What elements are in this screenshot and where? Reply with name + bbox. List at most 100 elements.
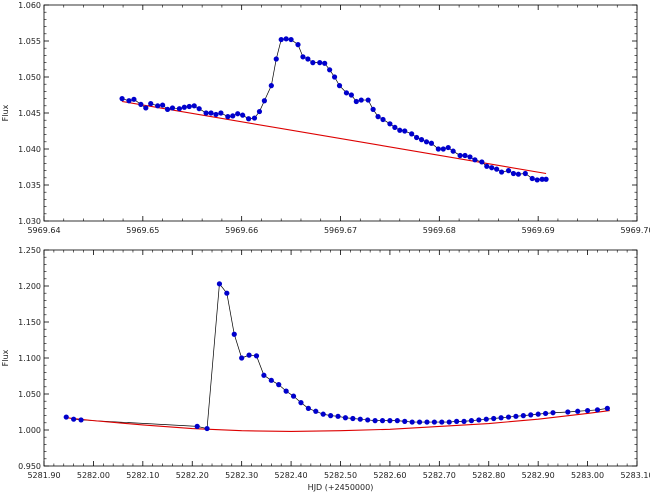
data-point — [498, 415, 504, 421]
data-point — [539, 176, 545, 182]
x-tick-label: 5969.64 — [27, 226, 60, 235]
data-point — [357, 416, 363, 422]
data-point — [235, 111, 241, 117]
data-point — [71, 416, 77, 422]
data-point — [322, 60, 328, 66]
y-tick-label: 1.050 — [18, 73, 41, 82]
data-point — [468, 418, 475, 424]
data-point — [305, 405, 311, 411]
data-point — [454, 418, 460, 424]
data-point — [310, 60, 316, 66]
x-tick-label: 5969.67 — [324, 226, 357, 235]
y-tick-label: 1.000 — [18, 426, 41, 435]
data-point — [372, 418, 378, 424]
data-point — [462, 152, 468, 159]
data-point — [489, 165, 495, 171]
data-point — [439, 419, 445, 425]
y-tick-label: 1.030 — [18, 217, 41, 226]
data-point — [505, 168, 512, 174]
data-point — [335, 413, 341, 419]
x-tick-label: 5969.65 — [126, 226, 159, 235]
data-point — [365, 97, 371, 103]
x-tick-label: 5282.30 — [225, 471, 258, 480]
data-point — [288, 36, 294, 43]
data-point — [505, 414, 512, 420]
data-point — [510, 170, 517, 177]
y-tick-label: 1.035 — [18, 181, 41, 190]
data-point — [251, 115, 258, 121]
x-tick-label: 5282.20 — [176, 471, 209, 480]
data-point — [402, 128, 408, 134]
data-point — [380, 116, 386, 123]
data-point — [467, 154, 473, 160]
x-tick-label: 5282.80 — [472, 471, 505, 480]
data-point — [78, 417, 84, 423]
data-point — [370, 106, 376, 112]
data-point — [409, 131, 415, 137]
data-point — [305, 56, 311, 62]
data-point — [336, 83, 343, 89]
top-panel: 5969.64 5969.65 5969.66 5969.67 5969.68 5969.… — [1, 1, 650, 235]
data-point — [435, 146, 441, 152]
data-point — [204, 425, 210, 432]
y-tick-label: 1.050 — [18, 390, 41, 399]
data-point — [126, 98, 132, 104]
x-tick-label: 5282.10 — [126, 471, 159, 480]
data-point — [143, 105, 149, 111]
bottom-panel: 5281.90 5282.00 5282.10 5282.20 5282.30 5282.… — [1, 246, 650, 492]
x-tick-label: 5282.50 — [324, 471, 357, 480]
x-tick-label: 5969.70 — [620, 226, 650, 235]
data-point — [392, 124, 398, 130]
y-tick-label: 1.055 — [18, 37, 41, 46]
x-tick-label: 5969.66 — [225, 226, 258, 235]
data-point — [575, 408, 581, 414]
data-point — [276, 382, 282, 388]
data-point — [240, 112, 246, 118]
x-tick-label: 5969.68 — [423, 226, 456, 235]
data-point — [181, 104, 187, 110]
data-point — [394, 418, 400, 424]
data-point — [445, 144, 451, 151]
data-point — [472, 157, 478, 163]
x-tick-label: 5283.10 — [620, 471, 650, 480]
data-point — [479, 159, 485, 165]
y-axis-label: Flux — [1, 349, 10, 366]
data-point — [409, 419, 415, 425]
data-point — [513, 413, 519, 419]
data-point — [375, 114, 381, 120]
data-point — [543, 176, 549, 182]
data-point — [594, 407, 601, 413]
data-point — [450, 148, 456, 154]
data-point — [522, 170, 528, 177]
x-tick-label: 5281.90 — [27, 471, 60, 480]
data-point — [491, 415, 497, 422]
data-point — [565, 409, 571, 415]
y-axis-label: Flux — [1, 104, 10, 121]
data-point — [342, 415, 349, 421]
x-tick-label: 5282.70 — [423, 471, 456, 480]
data-point — [387, 121, 393, 127]
observed-connector-line — [66, 282, 608, 429]
data-point — [397, 127, 403, 133]
data-point — [446, 419, 452, 425]
data-point — [550, 410, 556, 416]
data-point — [213, 111, 219, 118]
x-tick-label: 5282.90 — [522, 471, 555, 480]
data-point — [584, 407, 591, 414]
data-point — [483, 416, 489, 422]
x-tick-label: 5969.69 — [522, 226, 555, 235]
data-point — [515, 171, 522, 177]
x-tick-label: 5282.40 — [275, 471, 308, 480]
data-point — [196, 106, 202, 112]
data-point — [148, 101, 154, 107]
x-axis-label: HJD (+2450000) — [308, 483, 374, 492]
plot-frame — [43, 4, 638, 222]
data-point — [317, 60, 323, 66]
data-point — [278, 36, 284, 43]
data-point — [194, 423, 200, 429]
data-point — [295, 42, 301, 48]
data-point — [191, 103, 197, 109]
data-point — [261, 372, 267, 378]
data-point — [604, 405, 610, 411]
data-point — [494, 166, 500, 172]
